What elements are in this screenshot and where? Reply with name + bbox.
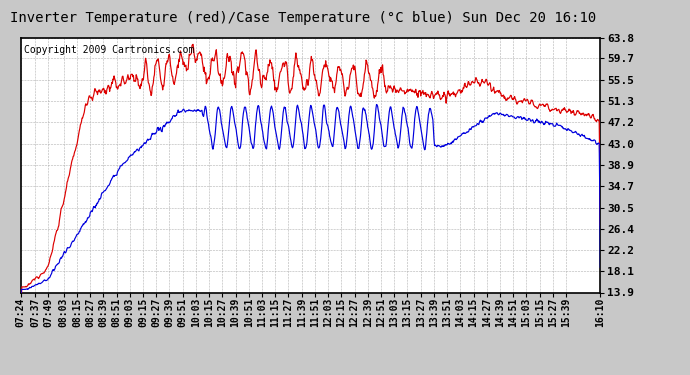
Text: Inverter Temperature (red)/Case Temperature (°C blue) Sun Dec 20 16:10: Inverter Temperature (red)/Case Temperat…: [10, 11, 597, 25]
Text: Copyright 2009 Cartronics.com: Copyright 2009 Cartronics.com: [23, 45, 194, 55]
